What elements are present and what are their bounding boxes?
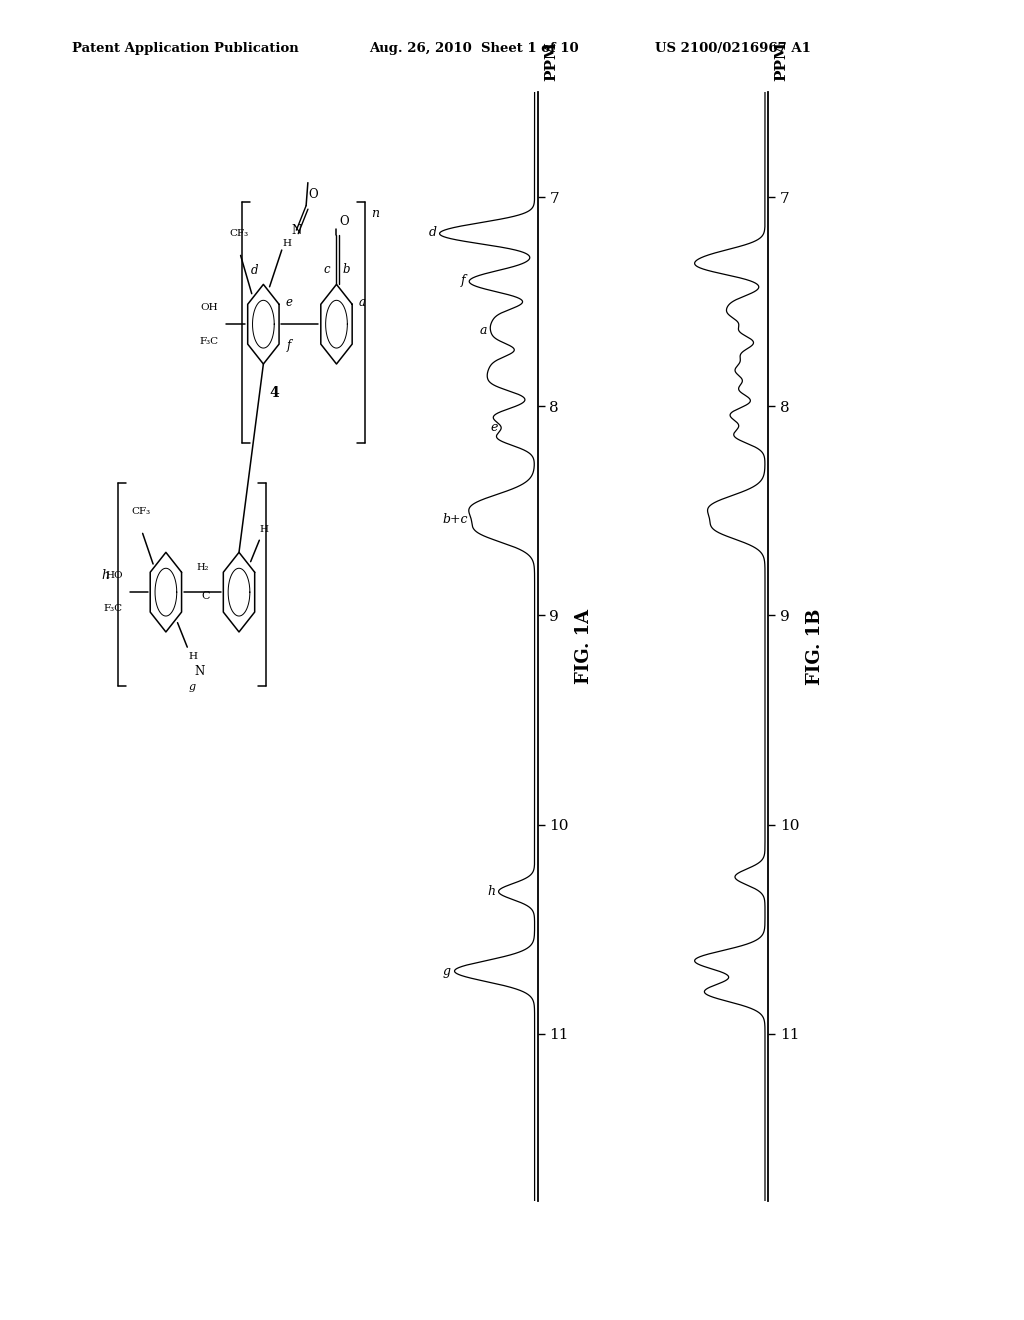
Text: H₂: H₂	[197, 564, 209, 572]
Text: g: g	[443, 965, 451, 978]
Text: CF₃: CF₃	[229, 230, 249, 239]
Text: FIG. 1B: FIG. 1B	[806, 609, 823, 685]
Text: PPM: PPM	[545, 41, 558, 82]
Text: N: N	[195, 665, 205, 678]
Text: H: H	[259, 525, 268, 535]
Text: b: b	[342, 263, 350, 276]
Text: F₃C: F₃C	[103, 605, 123, 614]
Text: g: g	[188, 682, 196, 692]
Text: e: e	[490, 421, 498, 434]
Text: a: a	[358, 296, 366, 309]
Text: d: d	[251, 264, 258, 277]
Text: b+c: b+c	[442, 512, 468, 525]
Text: h: h	[487, 886, 495, 898]
Text: H: H	[188, 652, 198, 661]
Text: PPM: PPM	[774, 41, 788, 82]
Text: Aug. 26, 2010  Sheet 1 of 10: Aug. 26, 2010 Sheet 1 of 10	[369, 42, 579, 55]
Text: H: H	[283, 239, 292, 248]
Text: F₃C: F₃C	[200, 337, 218, 346]
Text: N: N	[291, 223, 301, 236]
Text: d: d	[428, 226, 436, 239]
Text: n: n	[372, 207, 380, 220]
Text: CF₃: CF₃	[131, 507, 151, 516]
Text: Patent Application Publication: Patent Application Publication	[72, 42, 298, 55]
Text: c: c	[324, 263, 330, 276]
Text: a: a	[479, 325, 487, 338]
Text: OH: OH	[201, 302, 218, 312]
Text: f: f	[287, 339, 291, 352]
Text: e: e	[286, 296, 293, 309]
Text: f: f	[461, 275, 466, 288]
Text: FIG. 1A: FIG. 1A	[575, 610, 593, 684]
Text: O: O	[339, 215, 349, 228]
Text: h: h	[101, 569, 110, 582]
Text: 4: 4	[269, 385, 279, 400]
Text: C: C	[202, 591, 210, 601]
Text: O: O	[308, 187, 317, 201]
Text: US 2100/0216967 A1: US 2100/0216967 A1	[655, 42, 811, 55]
Text: HO: HO	[105, 570, 123, 579]
